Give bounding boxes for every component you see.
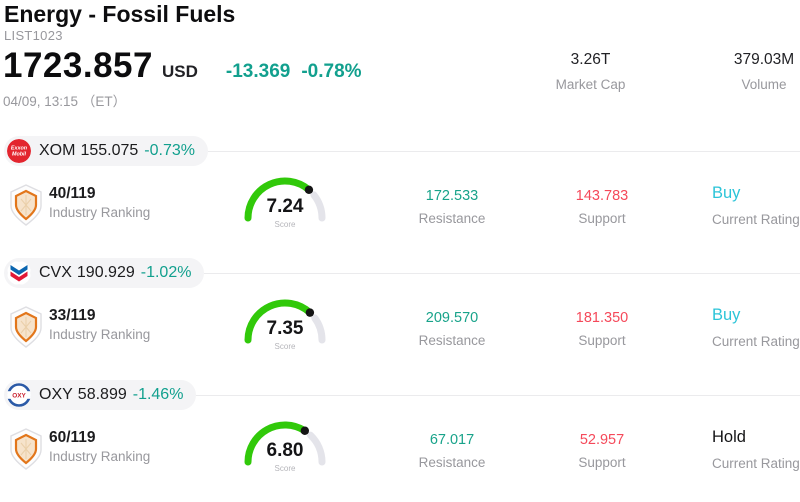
stock-screener-page: { "colors": { "positive_teal": "#12a08e"… [0, 1, 800, 473]
svg-text:Mobil: Mobil [12, 152, 27, 158]
industry-rank-value: 33/119 [49, 307, 96, 324]
support-value: 52.957 [579, 432, 625, 448]
stock-header-cvx: CVX 190.929 -1.02% [4, 258, 800, 288]
gauge-score-label: Score [274, 464, 296, 473]
resistance-label: Resistance [418, 333, 486, 348]
gauge-score-label: Score [274, 342, 296, 351]
ticker: XOM [39, 142, 76, 159]
rating-value: Buy [712, 306, 741, 324]
rating-column: Buy Current Rating [712, 184, 800, 227]
score-gauge: 7.35 Score [240, 288, 330, 351]
support-label: Support [578, 211, 626, 226]
stock-pill-cvx[interactable]: CVX 190.929 -1.02% [4, 258, 205, 288]
support-value: 143.783 [575, 188, 629, 204]
resistance-label: Resistance [418, 455, 486, 470]
index-change: -13.369 -0.78% [226, 61, 362, 83]
gauge-score-value: 7.24 [266, 196, 304, 217]
industry-rank-label: Industry Ranking [49, 449, 151, 464]
stock-change: -0.73% [144, 142, 195, 159]
rating-label: Current Rating [712, 212, 800, 227]
resistance-column: 172.533 Resistance [382, 188, 522, 226]
support-label: Support [578, 455, 626, 470]
support-column: 181.350 Support [532, 310, 672, 348]
resistance-value: 172.533 [425, 188, 479, 204]
change-absolute: -13.369 [225, 61, 291, 82]
support-column: 52.957 Support [532, 432, 672, 470]
stock-change: -1.02% [140, 264, 192, 281]
rating-label: Current Rating [712, 334, 800, 349]
resistance-column: 209.570 Resistance [382, 310, 522, 348]
list-id: LIST1023 [4, 28, 63, 43]
stock-row-xom: Exxon Mobil XOM 155.075 -0.73% 40/119 In… [0, 136, 800, 258]
rating-column: Buy Current Rating [712, 306, 800, 349]
rating-value: Buy [712, 184, 741, 202]
stock-price: 155.075 [80, 142, 139, 159]
resistance-value: 209.570 [425, 310, 479, 326]
change-percent: -0.78% [301, 61, 362, 82]
industry-rank-value: 40/119 [49, 185, 96, 202]
resistance-column: 67.017 Resistance [382, 432, 522, 470]
rating-value: Hold [712, 428, 746, 446]
xom-logo: Exxon Mobil [7, 139, 31, 163]
stock-header-oxy: OXY OXY 58.899 -1.46% [4, 380, 800, 410]
stock-header-xom: Exxon Mobil XOM 155.075 -0.73% [4, 136, 800, 166]
svg-text:Exxon: Exxon [11, 146, 28, 152]
volume-value: 379.03M [733, 51, 795, 68]
svg-text:OXY: OXY [12, 392, 26, 399]
currency-label: USD [161, 62, 198, 81]
index-price-row: 1723.857 USD -13.369 -0.78% [3, 46, 362, 86]
support-value: 181.350 [575, 310, 629, 326]
resistance-label: Resistance [418, 211, 486, 226]
ranking-shield-icon [7, 305, 45, 354]
stock-pill-oxy[interactable]: OXY OXY 58.899 -1.46% [4, 380, 197, 410]
stock-row-cvx: CVX 190.929 -1.02% 33/119 Industry Ranki… [0, 258, 800, 380]
divider-line [208, 150, 800, 152]
divider-line [196, 394, 800, 396]
industry-rank-label: Industry Ranking [49, 205, 151, 220]
market-cap-label: Market Cap [555, 77, 626, 92]
ticker: CVX [39, 264, 72, 281]
industry-rank-label: Industry Ranking [49, 327, 151, 342]
ticker-price: OXY 58.899 [39, 386, 127, 404]
ticker: OXY [39, 386, 73, 403]
cvx-logo [7, 261, 31, 285]
gauge-score-value: 7.35 [266, 318, 304, 339]
stock-price: 58.899 [77, 386, 127, 403]
gauge-score-label: Score [274, 220, 296, 229]
market-cap-value: 3.26T [570, 51, 611, 68]
support-label: Support [578, 333, 626, 348]
gauge-score-value: 6.80 [266, 440, 304, 461]
ranking-shield-icon [7, 183, 45, 232]
ticker-price: XOM 155.075 [39, 142, 138, 160]
ranking-shield-icon [7, 427, 45, 476]
score-gauge: 6.80 Score [240, 410, 330, 473]
ticker-price: CVX 190.929 [39, 264, 135, 282]
resistance-value: 67.017 [429, 432, 475, 448]
volume-stat: 379.03M Volume [714, 51, 800, 92]
stock-change: -1.46% [132, 386, 184, 403]
stock-price: 190.929 [76, 264, 135, 281]
market-cap-stat: 3.26T Market Cap [538, 51, 643, 92]
oxy-logo: OXY [7, 383, 31, 407]
index-price: 1723.857 [3, 46, 153, 85]
volume-label: Volume [741, 77, 787, 92]
score-gauge: 7.24 Score [240, 166, 330, 229]
industry-rank-value: 60/119 [49, 429, 96, 446]
rating-column: Hold Current Rating [712, 428, 800, 471]
divider-line [204, 272, 800, 274]
support-column: 143.783 Support [532, 188, 672, 226]
stock-pill-xom[interactable]: Exxon Mobil XOM 155.075 -0.73% [4, 136, 208, 166]
rating-label: Current Rating [712, 456, 800, 471]
quote-timestamp: 04/09, 13:15 （ET） [3, 94, 127, 109]
page-title: Energy - Fossil Fuels [4, 1, 236, 27]
stock-row-oxy: OXY OXY 58.899 -1.46% 60/119 Industry Ra… [0, 380, 800, 502]
